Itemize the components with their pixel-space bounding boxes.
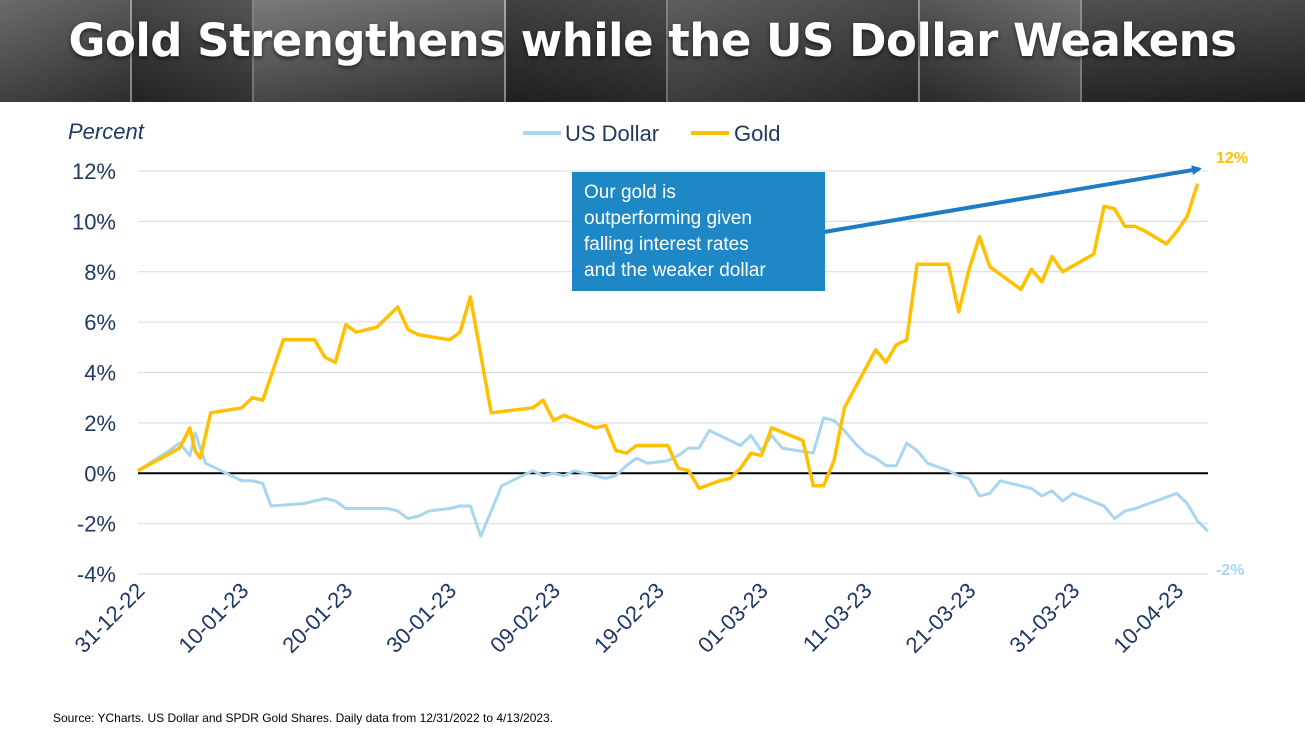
y-tick-label: 4% [84,361,116,386]
callout-line-2: outperforming given [584,208,752,229]
legend: US Dollar Gold [523,121,780,146]
series-lines [137,183,1210,538]
y-tick-label: -4% [77,562,116,587]
x-tick-label: 31-03-23 [1005,578,1085,658]
legend-label-gold: Gold [734,121,780,146]
title-banner: Gold Strengthens while the US Dollar Wea… [0,0,1305,102]
callout-line-4: and the weaker dollar [584,260,766,281]
gold-end-label: 12% [1216,150,1248,167]
callout-arrow [823,165,1202,234]
x-tick-label: 09-02-23 [485,578,565,658]
x-tick-label: 10-01-23 [173,578,253,658]
y-tick-label: 12% [72,159,116,184]
x-tick-label: 11-03-23 [798,578,877,657]
callout-line-1: Our gold is [584,182,676,203]
callout-line-3: falling interest rates [584,234,749,255]
y-tick-label: 2% [84,411,116,436]
series-line-us-dollar [137,416,1210,538]
y-tick-label: 10% [72,209,116,234]
y-axis-label: Percent [68,119,145,144]
x-tick-label: 19-02-23 [589,578,669,658]
y-tick-label: 8% [84,260,116,285]
x-tick-label: 21-03-23 [901,578,981,658]
legend-label-us-dollar: US Dollar [565,121,659,146]
callout-box: Our gold is outperforming given falling … [572,172,825,291]
banner-photo [668,0,920,102]
banner-photo [1082,0,1305,102]
us-dollar-end-label: -2% [1216,562,1244,579]
banner-photo [506,0,668,102]
banner-photo [0,0,132,102]
x-tick-label: 01-03-23 [693,578,773,658]
banner-photo [254,0,506,102]
y-tick-label: -2% [77,512,116,537]
banner-photo [132,0,254,102]
banner-photo [920,0,1082,102]
x-tick-label: 31-12-22 [70,578,150,658]
y-axis-ticks: 12% 10% 8% 6% 4% 2% 0% -2% -4% [72,159,116,587]
page-title: Gold Strengthens while the US Dollar Wea… [68,14,1237,67]
x-tick-label: 20-01-23 [277,578,357,658]
series-line-gold [137,183,1200,491]
x-tick-label: 30-01-23 [381,578,461,658]
y-tick-label: 0% [84,461,116,486]
y-tick-label: 6% [84,310,116,335]
x-tick-label: 10-04-23 [1108,578,1188,658]
source-note: Source: YCharts. US Dollar and SPDR Gold… [53,711,554,725]
x-axis-ticks: 31-12-22 10-01-23 20-01-23 30-01-23 09-02-23… [70,578,1189,658]
